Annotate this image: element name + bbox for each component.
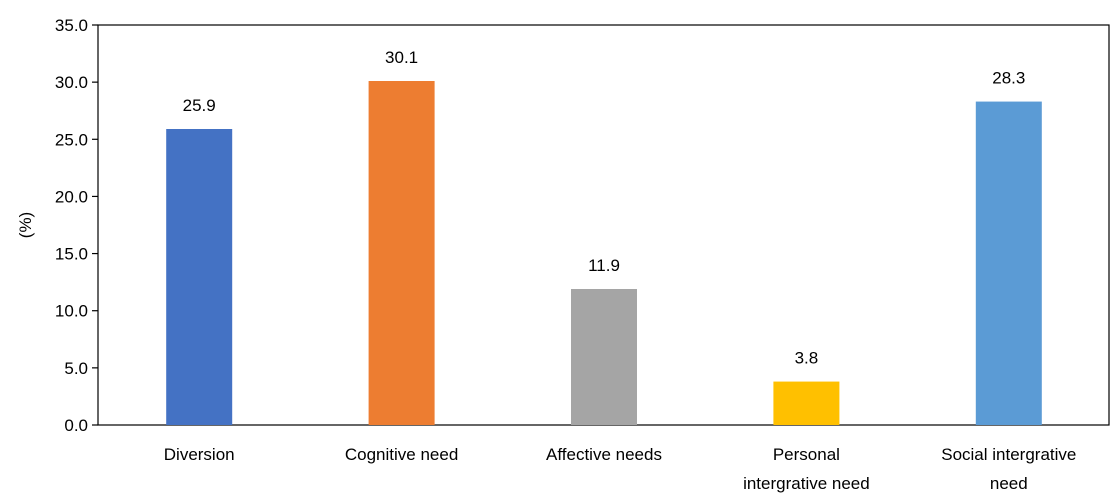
bar bbox=[571, 289, 637, 425]
y-axis-title: (%) bbox=[16, 212, 35, 238]
y-tick-label: 5.0 bbox=[64, 359, 88, 378]
x-category-label: intergrative need bbox=[743, 474, 870, 493]
data-label: 30.1 bbox=[385, 48, 418, 67]
bar bbox=[773, 381, 840, 425]
data-label: 11.9 bbox=[588, 256, 620, 275]
y-tick-label: 35.0 bbox=[55, 16, 88, 35]
x-category-label: need bbox=[990, 474, 1028, 493]
bar bbox=[368, 81, 435, 425]
x-category-label: Affective needs bbox=[546, 445, 662, 464]
x-category-label: Personal bbox=[773, 445, 840, 464]
data-label: 3.8 bbox=[795, 349, 819, 368]
data-label: 28.3 bbox=[992, 69, 1025, 88]
bar bbox=[975, 101, 1042, 426]
x-category-label: Diversion bbox=[164, 445, 235, 464]
y-tick-label: 30.0 bbox=[55, 73, 88, 92]
y-tick-label: 25.0 bbox=[55, 130, 88, 149]
y-tick-label: 0.0 bbox=[64, 416, 88, 435]
y-tick-label: 20.0 bbox=[55, 187, 88, 206]
data-label: 25.9 bbox=[183, 96, 216, 115]
x-category-label: Social intergrative bbox=[941, 445, 1076, 464]
y-tick-label: 10.0 bbox=[55, 302, 88, 321]
bar bbox=[166, 129, 233, 425]
y-tick-label: 15.0 bbox=[55, 245, 88, 264]
x-category-label: Cognitive need bbox=[345, 445, 458, 464]
